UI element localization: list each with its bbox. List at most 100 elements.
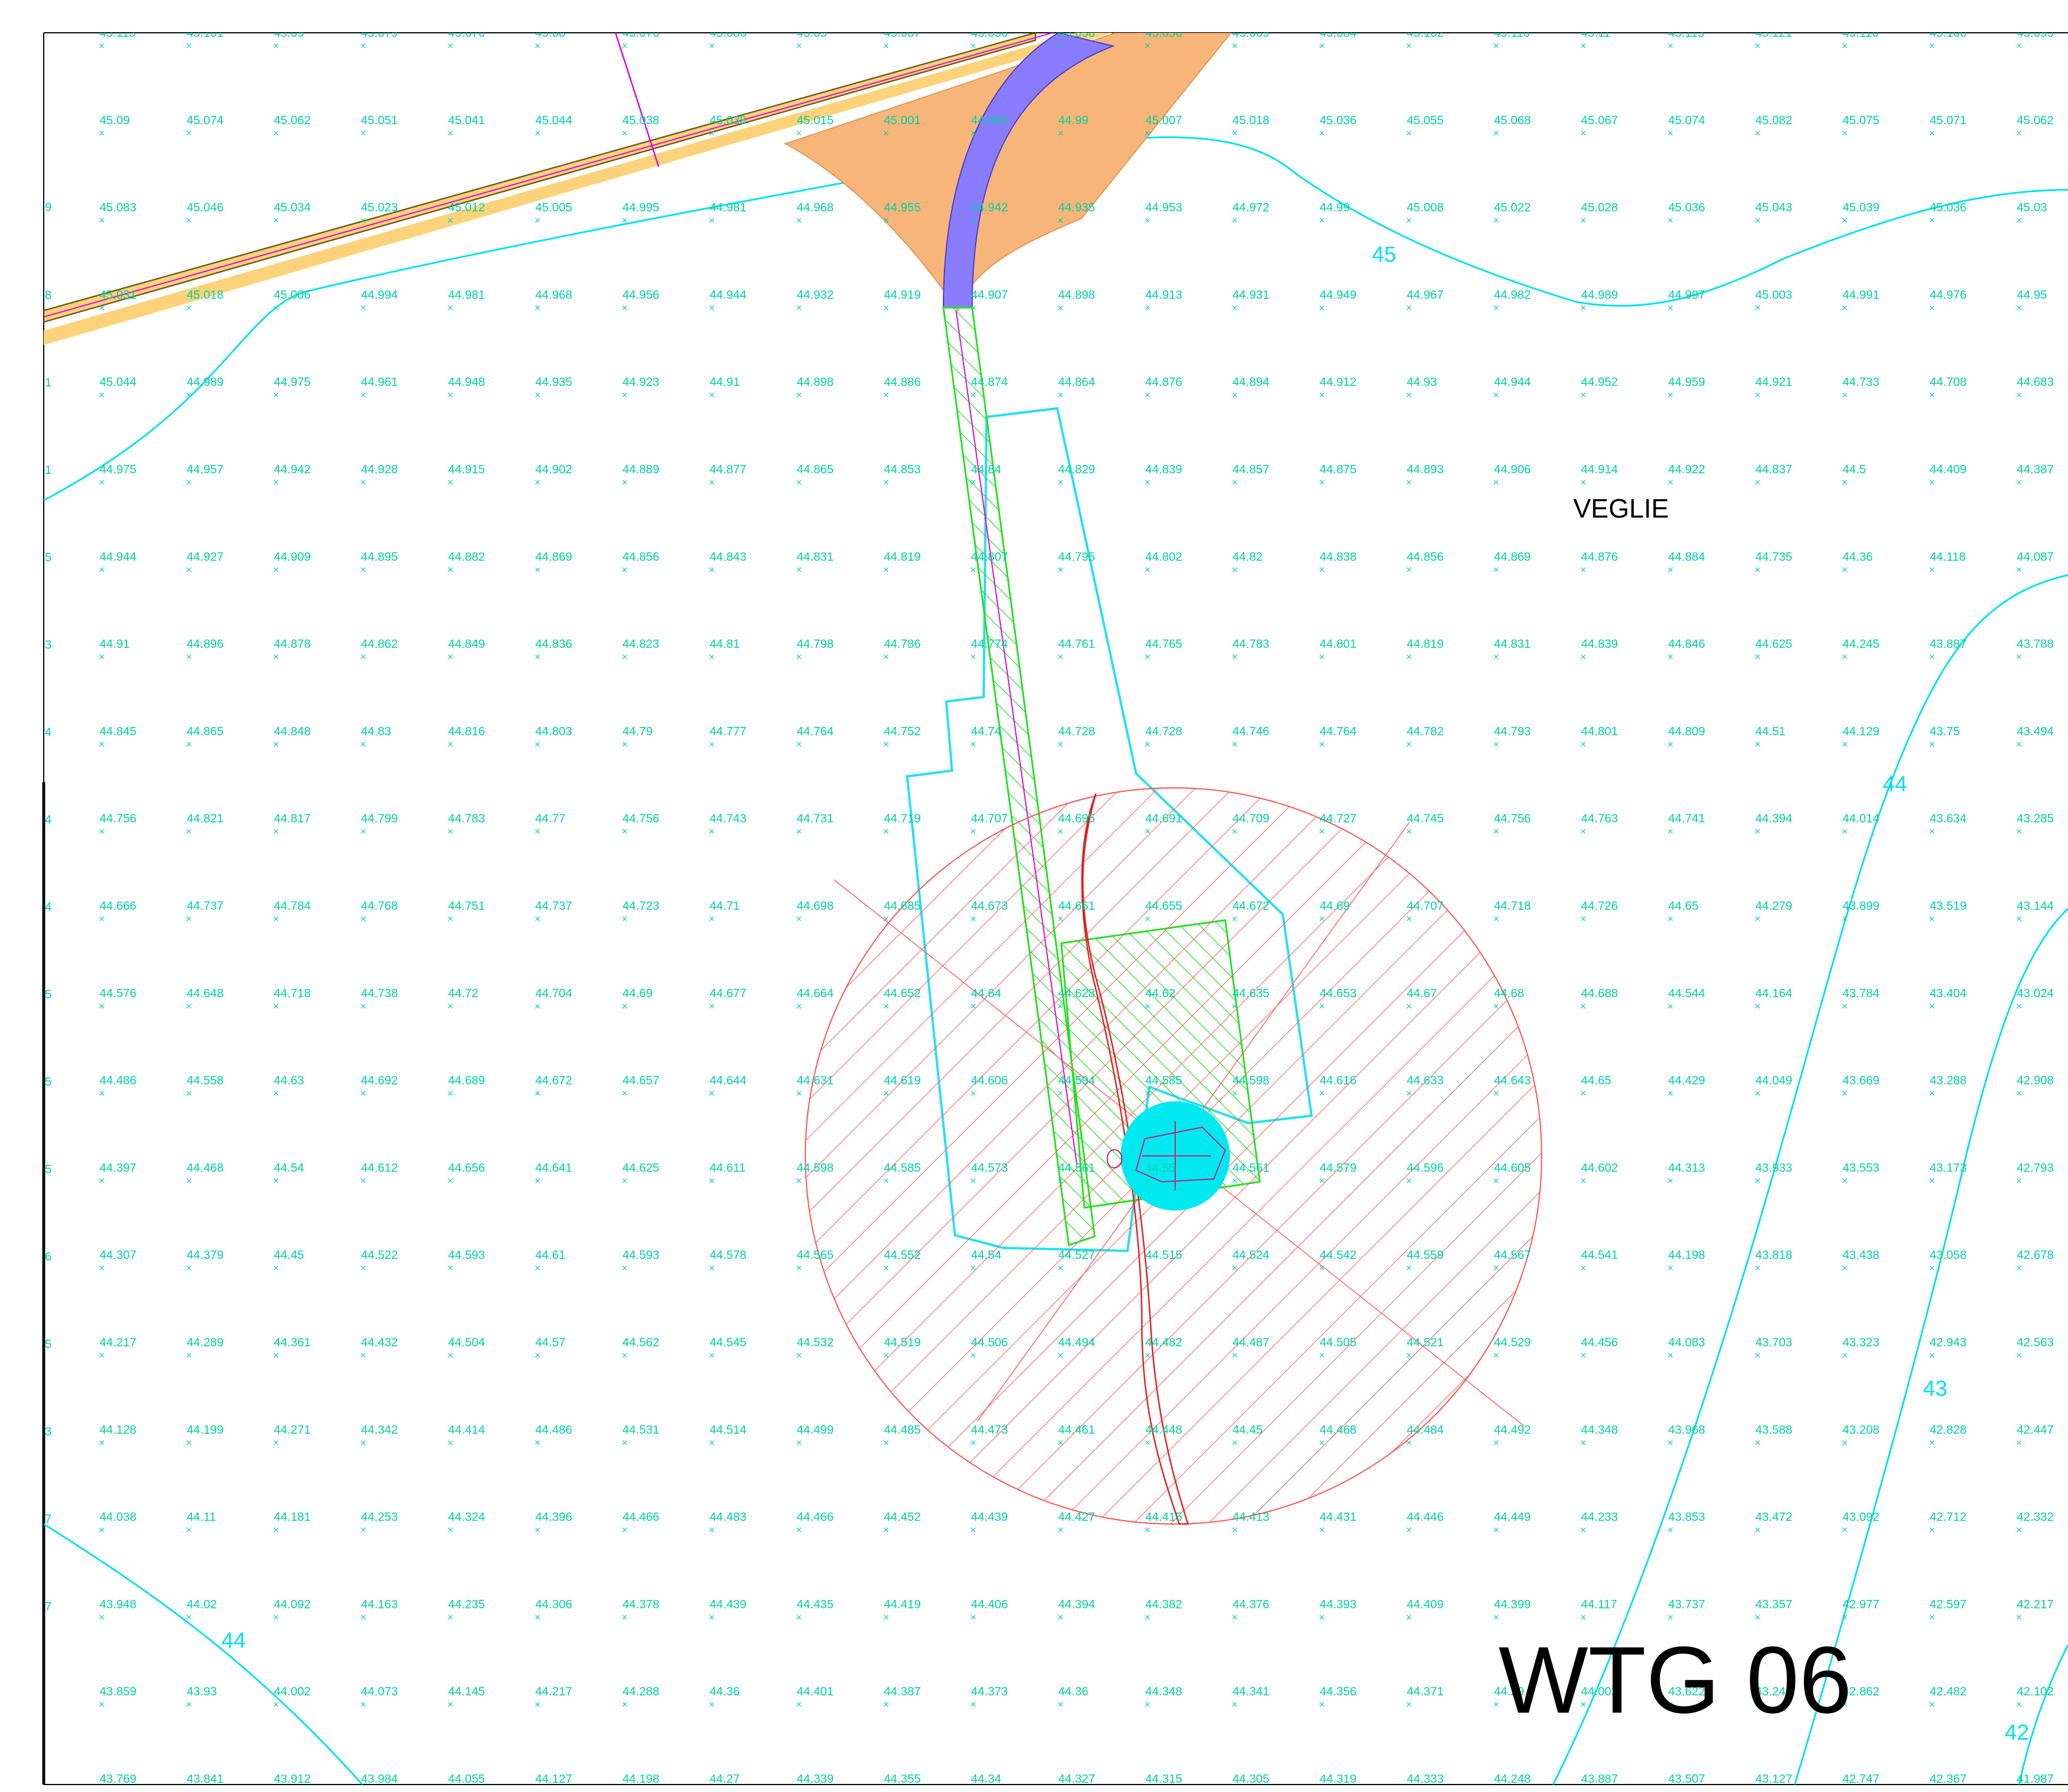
spot-height-marker: × <box>1406 1002 1413 1011</box>
spot-height-marker: × <box>2016 390 2023 400</box>
spot-height-value: 43.472 <box>1756 1511 1792 1524</box>
spot-height-marker: × <box>1929 1089 1936 1098</box>
spot-height-value: 44.99 <box>1058 114 1089 127</box>
svg-text:7: 7 <box>45 1600 52 1613</box>
spot-height-value: 44.688 <box>1581 987 1618 1000</box>
spot-height-value: 44.869 <box>536 550 572 564</box>
spot-height-value: 44.737 <box>187 899 224 913</box>
spot-height-value: 44.817 <box>274 812 311 825</box>
spot-height-marker: × <box>883 1613 890 1622</box>
spot-height-value: 44.761 <box>1058 638 1095 651</box>
spot-height-marker: × <box>273 1002 280 1011</box>
spot-height-value: 44.99 <box>1320 201 1350 215</box>
spot-height-value: 44.62 <box>1145 987 1176 1000</box>
spot-height-marker: × <box>709 1263 716 1273</box>
spot-height-marker: × <box>1754 1613 1761 1622</box>
spot-height-value: 43.144 <box>2017 899 2054 913</box>
spot-height-value: 44.777 <box>710 725 747 738</box>
spot-height-value: 45.116 <box>1843 26 1879 40</box>
spot-height-value: 44.401 <box>797 1685 834 1698</box>
spot-height-marker: × <box>1144 653 1151 662</box>
spot-height-value: 44.839 <box>1145 463 1182 476</box>
spot-height-value: 44.431 <box>1320 1511 1356 1524</box>
spot-height-marker: × <box>1754 390 1761 400</box>
contour-44-southwest <box>44 1523 364 1785</box>
spot-height-marker: × <box>1318 1002 1325 1011</box>
spot-height-value: 44.439 <box>710 1598 747 1611</box>
spot-height-marker: × <box>1406 1263 1413 1273</box>
spot-height-value: 44.876 <box>1145 376 1182 389</box>
spot-height-marker: × <box>360 1176 367 1185</box>
spot-height-marker: × <box>534 1176 541 1185</box>
svg-text:5: 5 <box>45 551 52 564</box>
spot-height-marker: × <box>98 565 105 575</box>
spot-height-marker: × <box>1493 1438 1500 1448</box>
spot-height-value: 44.79 <box>622 725 653 738</box>
spot-height-marker: × <box>1144 216 1151 225</box>
spot-height-marker: × <box>1754 1089 1761 1098</box>
spot-height-marker: × <box>1929 478 1936 487</box>
spot-height-marker: × <box>1754 827 1761 836</box>
spot-height-value: 45.043 <box>1756 201 1792 215</box>
spot-height-marker: × <box>1406 1526 1413 1535</box>
spot-height-value: 45.031 <box>100 288 136 301</box>
spot-height-marker: × <box>1144 478 1151 487</box>
spot-height-value: 44.387 <box>884 1685 921 1698</box>
spot-height-value: 44.612 <box>361 1161 398 1174</box>
spot-height-value: 44.728 <box>1058 725 1095 738</box>
spot-height-marker: × <box>1057 914 1064 924</box>
spot-height-marker: × <box>360 41 367 51</box>
spot-height-marker: × <box>98 1613 105 1622</box>
spot-height-marker: × <box>709 827 716 836</box>
spot-height-marker: × <box>2016 1263 2023 1273</box>
spot-height-value: 42.977 <box>1843 1598 1879 1611</box>
spot-height-marker: × <box>186 1787 193 1792</box>
spot-height-marker: × <box>1232 1351 1238 1360</box>
spot-height-marker: × <box>1493 303 1500 312</box>
spot-height-marker: × <box>709 914 716 924</box>
spot-height-value: 44.83 <box>361 725 392 738</box>
spot-height-marker: × <box>796 740 802 749</box>
spot-height-marker: × <box>1841 827 1848 836</box>
svg-text:4: 4 <box>45 813 52 826</box>
spot-height-marker: × <box>98 1787 105 1792</box>
spot-height-marker: × <box>796 1613 802 1622</box>
spot-height-value: 43.737 <box>1668 1598 1705 1611</box>
spot-height-marker: × <box>1057 478 1064 487</box>
spot-height-value: 44.756 <box>100 812 136 825</box>
spot-height-value: 44.5 <box>1843 463 1866 476</box>
spot-height-value: 44.895 <box>361 550 398 564</box>
spot-height-value: 44.652 <box>884 987 921 1000</box>
spot-height-value: 44.745 <box>1407 812 1444 825</box>
spot-height-value: 44.673 <box>971 899 1008 913</box>
spot-height-value: 44.373 <box>971 1685 1008 1698</box>
spot-height-value: 44.628 <box>1058 987 1095 1000</box>
spot-height-value: 43.75 <box>1930 725 1960 738</box>
spot-height-marker: × <box>2016 478 2023 487</box>
spot-height-value: 44.429 <box>1668 1074 1705 1088</box>
spot-height-marker: × <box>796 1787 802 1792</box>
spot-height-marker: × <box>1057 1002 1064 1011</box>
spot-height-value: 44.764 <box>1320 725 1357 738</box>
spot-height-value: 42.943 <box>1930 1336 1967 1349</box>
spot-height-value: 44.468 <box>1320 1423 1356 1437</box>
spot-height-marker: × <box>1057 1351 1064 1360</box>
spot-height-value: 44.542 <box>1320 1249 1356 1262</box>
spot-height-value: 44.944 <box>710 288 747 301</box>
spot-height-marker: × <box>1841 1089 1848 1098</box>
spot-height-marker: × <box>1406 827 1413 836</box>
spot-height-marker: × <box>1667 129 1674 138</box>
spot-height-marker: × <box>796 216 802 225</box>
spot-height-marker: × <box>98 914 105 924</box>
spot-height-marker: × <box>360 1526 367 1535</box>
spot-height-value: 43.887 <box>1930 638 1967 651</box>
spot-height-marker: × <box>1144 1263 1151 1273</box>
spot-height-marker: × <box>98 303 105 312</box>
spot-height-marker: × <box>447 914 454 924</box>
spot-height-marker: × <box>2016 1089 2023 1098</box>
svg-text:5: 5 <box>45 1338 52 1351</box>
spot-height-value: 44.484 <box>1407 1423 1444 1437</box>
spot-height-marker: × <box>1841 1351 1848 1360</box>
spot-height-value: 44.456 <box>1581 1336 1618 1349</box>
spot-height-marker: × <box>1754 914 1761 924</box>
